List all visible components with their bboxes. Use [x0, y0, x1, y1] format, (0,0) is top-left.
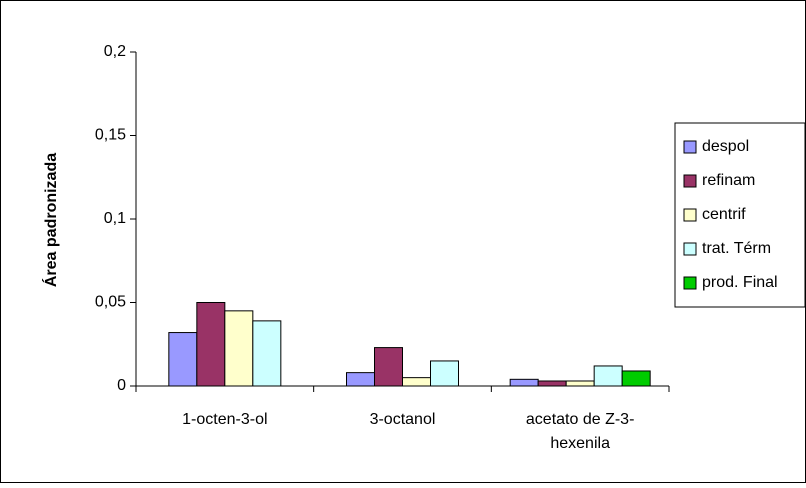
legend-swatch [683, 174, 697, 188]
y-tick-label: 0 [117, 377, 126, 394]
plot-area: 0 0,05 0,1 0,15 0,2 1-octen-3-ol 3-octanol acet… [95, 43, 670, 452]
bar-centrif [565, 380, 595, 387]
legend-swatch [683, 242, 697, 256]
bar-trat-t-rm [252, 320, 282, 387]
y-axis-label: Área padronizada [41, 153, 60, 287]
y-tick-label: 0,05 [95, 294, 126, 311]
bar-trat-t-rm [593, 365, 623, 387]
bar-refinam [374, 347, 403, 387]
bar-despol [168, 332, 198, 387]
bar-centrif [224, 310, 254, 387]
bar-prod-final [621, 370, 651, 387]
bar-trat-t-rm [430, 360, 459, 387]
y-tick-label: 0,1 [104, 210, 126, 227]
x-category-label: 3-octanol [370, 411, 436, 428]
legend-label: refinam [702, 172, 755, 189]
bar-refinam [537, 380, 567, 387]
legend-swatch [683, 276, 697, 290]
legend-swatch [683, 140, 697, 154]
y-tick-label: 0,15 [95, 127, 126, 144]
x-category-label: hexenila [550, 435, 610, 452]
x-category-label: acetato de Z-3- [526, 411, 635, 428]
x-category-label: 1-octen-3-ol [182, 411, 267, 428]
y-tick-label: 0,2 [104, 43, 126, 60]
bar-refinam [196, 302, 226, 387]
legend-swatch [683, 208, 697, 222]
legend-label: centrif [702, 206, 746, 223]
legend: despol refinam centrif trat. Térm prod. Fina… [674, 122, 806, 308]
bar-despol [346, 372, 375, 387]
legend-box [674, 122, 806, 308]
legend-label: despol [702, 138, 749, 155]
legend-label: prod. Final [702, 274, 778, 291]
bar-despol [509, 378, 539, 387]
bar-centrif [402, 377, 431, 387]
legend-label: trat. Térm [702, 240, 771, 257]
